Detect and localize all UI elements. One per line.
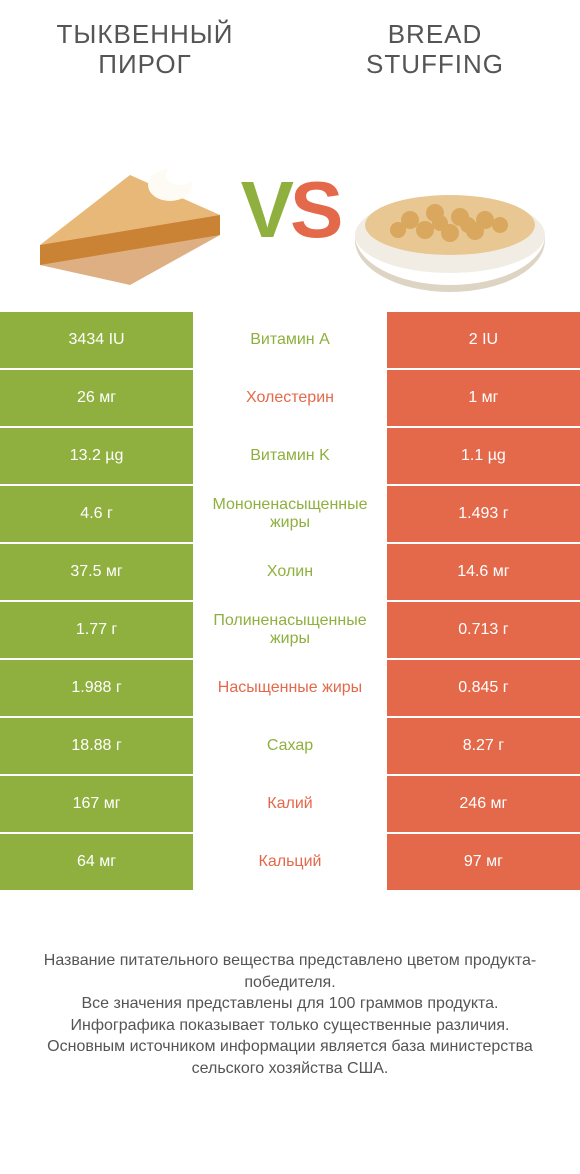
table-row: 3434 IUВитамин A2 IU [0, 310, 580, 368]
nutrient-label: Кальций [193, 834, 387, 890]
table-row: 1.988 гНасыщенные жиры0.845 г [0, 658, 580, 716]
footer-note: Название питательного вещества представл… [0, 890, 580, 1080]
value-right: 8.27 г [387, 718, 580, 774]
nutrient-label: Холестерин [193, 370, 387, 426]
header: ТЫКВЕННЫЙ ПИРОГ BREAD STUFFING [0, 0, 580, 110]
value-left: 26 мг [0, 370, 193, 426]
image-row: VS [0, 110, 580, 310]
value-left: 37.5 мг [0, 544, 193, 600]
value-left: 18.88 г [0, 718, 193, 774]
nutrient-label: Насыщенные жиры [193, 660, 387, 716]
value-right: 0.845 г [387, 660, 580, 716]
value-right: 14.6 мг [387, 544, 580, 600]
value-left: 1.77 г [0, 602, 193, 658]
table-row: 18.88 гСахар8.27 г [0, 716, 580, 774]
value-left: 64 мг [0, 834, 193, 890]
nutrient-label: Витамин A [193, 312, 387, 368]
value-right: 2 IU [387, 312, 580, 368]
table-row: 1.77 гПолиненасыщенные жиры0.713 г [0, 600, 580, 658]
bread-stuffing-image [340, 125, 560, 295]
value-left: 13.2 µg [0, 428, 193, 484]
title-left: ТЫКВЕННЫЙ ПИРОГ [0, 20, 290, 80]
value-right: 0.713 г [387, 602, 580, 658]
comparison-table: 3434 IUВитамин A2 IU26 мгХолестерин1 мг1… [0, 310, 580, 890]
value-left: 167 мг [0, 776, 193, 832]
table-row: 4.6 гМононенасыщенные жиры1.493 г [0, 484, 580, 542]
table-row: 64 мгКальций97 мг [0, 832, 580, 890]
value-right: 1.493 г [387, 486, 580, 542]
nutrient-label: Калий [193, 776, 387, 832]
value-right: 97 мг [387, 834, 580, 890]
vs-label: VS [241, 164, 340, 256]
nutrient-label: Полиненасыщенные жиры [193, 602, 387, 658]
value-left: 1.988 г [0, 660, 193, 716]
value-right: 1 мг [387, 370, 580, 426]
table-row: 26 мгХолестерин1 мг [0, 368, 580, 426]
value-right: 1.1 µg [387, 428, 580, 484]
title-right: BREAD STUFFING [290, 20, 580, 80]
nutrient-label: Мононенасыщенные жиры [193, 486, 387, 542]
nutrient-label: Холин [193, 544, 387, 600]
nutrient-label: Сахар [193, 718, 387, 774]
table-row: 167 мгКалий246 мг [0, 774, 580, 832]
nutrient-label: Витамин K [193, 428, 387, 484]
table-row: 13.2 µgВитамин K1.1 µg [0, 426, 580, 484]
value-left: 3434 IU [0, 312, 193, 368]
value-left: 4.6 г [0, 486, 193, 542]
value-right: 246 мг [387, 776, 580, 832]
pumpkin-pie-image [20, 125, 240, 295]
table-row: 37.5 мгХолин14.6 мг [0, 542, 580, 600]
vs-s: S [290, 164, 339, 256]
vs-v: V [241, 164, 290, 256]
